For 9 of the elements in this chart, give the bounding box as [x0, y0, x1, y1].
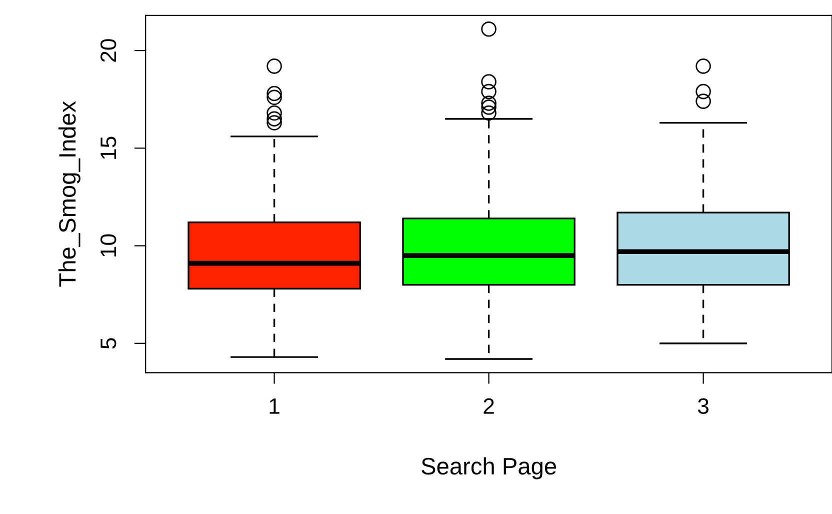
y-tick-label: 5: [100, 338, 116, 349]
y-tick-label: 15: [100, 136, 116, 159]
x-tick-label: 2: [484, 398, 494, 414]
y-axis-title: The_Smog_Index: [58, 101, 80, 287]
x-tick-label: 3: [698, 398, 709, 414]
x-tick-label: 1: [270, 398, 280, 414]
x-axis-title: Search Page: [422, 457, 556, 480]
y-tick-label: 20: [100, 39, 116, 62]
y-tick-label: 10: [100, 234, 116, 256]
